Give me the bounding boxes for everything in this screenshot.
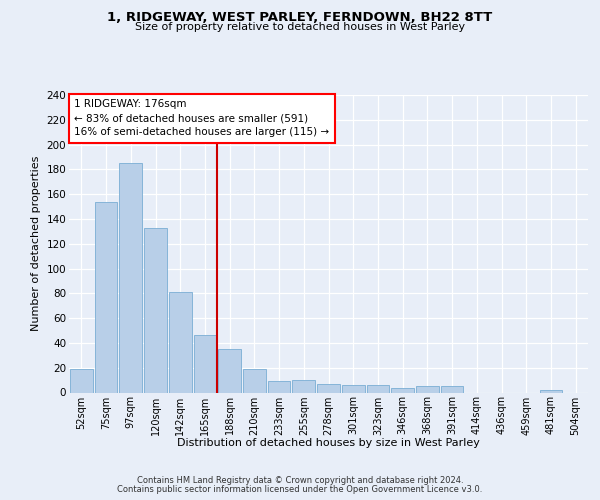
Bar [539, 390, 562, 392]
Text: Size of property relative to detached houses in West Parley: Size of property relative to detached ho… [135, 22, 465, 32]
Bar [367, 385, 389, 392]
Bar [342, 385, 365, 392]
Bar [268, 382, 290, 392]
Bar [169, 292, 191, 392]
Bar [144, 228, 167, 392]
Text: Distribution of detached houses by size in West Parley: Distribution of detached houses by size … [178, 438, 480, 448]
Bar [292, 380, 315, 392]
Text: 1 RIDGEWAY: 176sqm
← 83% of detached houses are smaller (591)
16% of semi-detach: 1 RIDGEWAY: 176sqm ← 83% of detached hou… [74, 100, 329, 138]
Bar [441, 386, 463, 392]
Bar [194, 336, 216, 392]
Text: Contains public sector information licensed under the Open Government Licence v3: Contains public sector information licen… [118, 485, 482, 494]
Bar [95, 202, 118, 392]
Bar [119, 163, 142, 392]
Bar [218, 349, 241, 393]
Bar [70, 369, 93, 392]
Bar [317, 384, 340, 392]
Y-axis label: Number of detached properties: Number of detached properties [31, 156, 41, 332]
Text: Contains HM Land Registry data © Crown copyright and database right 2024.: Contains HM Land Registry data © Crown c… [137, 476, 463, 485]
Bar [416, 386, 439, 392]
Bar [243, 369, 266, 392]
Text: 1, RIDGEWAY, WEST PARLEY, FERNDOWN, BH22 8TT: 1, RIDGEWAY, WEST PARLEY, FERNDOWN, BH22… [107, 11, 493, 24]
Bar [391, 388, 414, 392]
